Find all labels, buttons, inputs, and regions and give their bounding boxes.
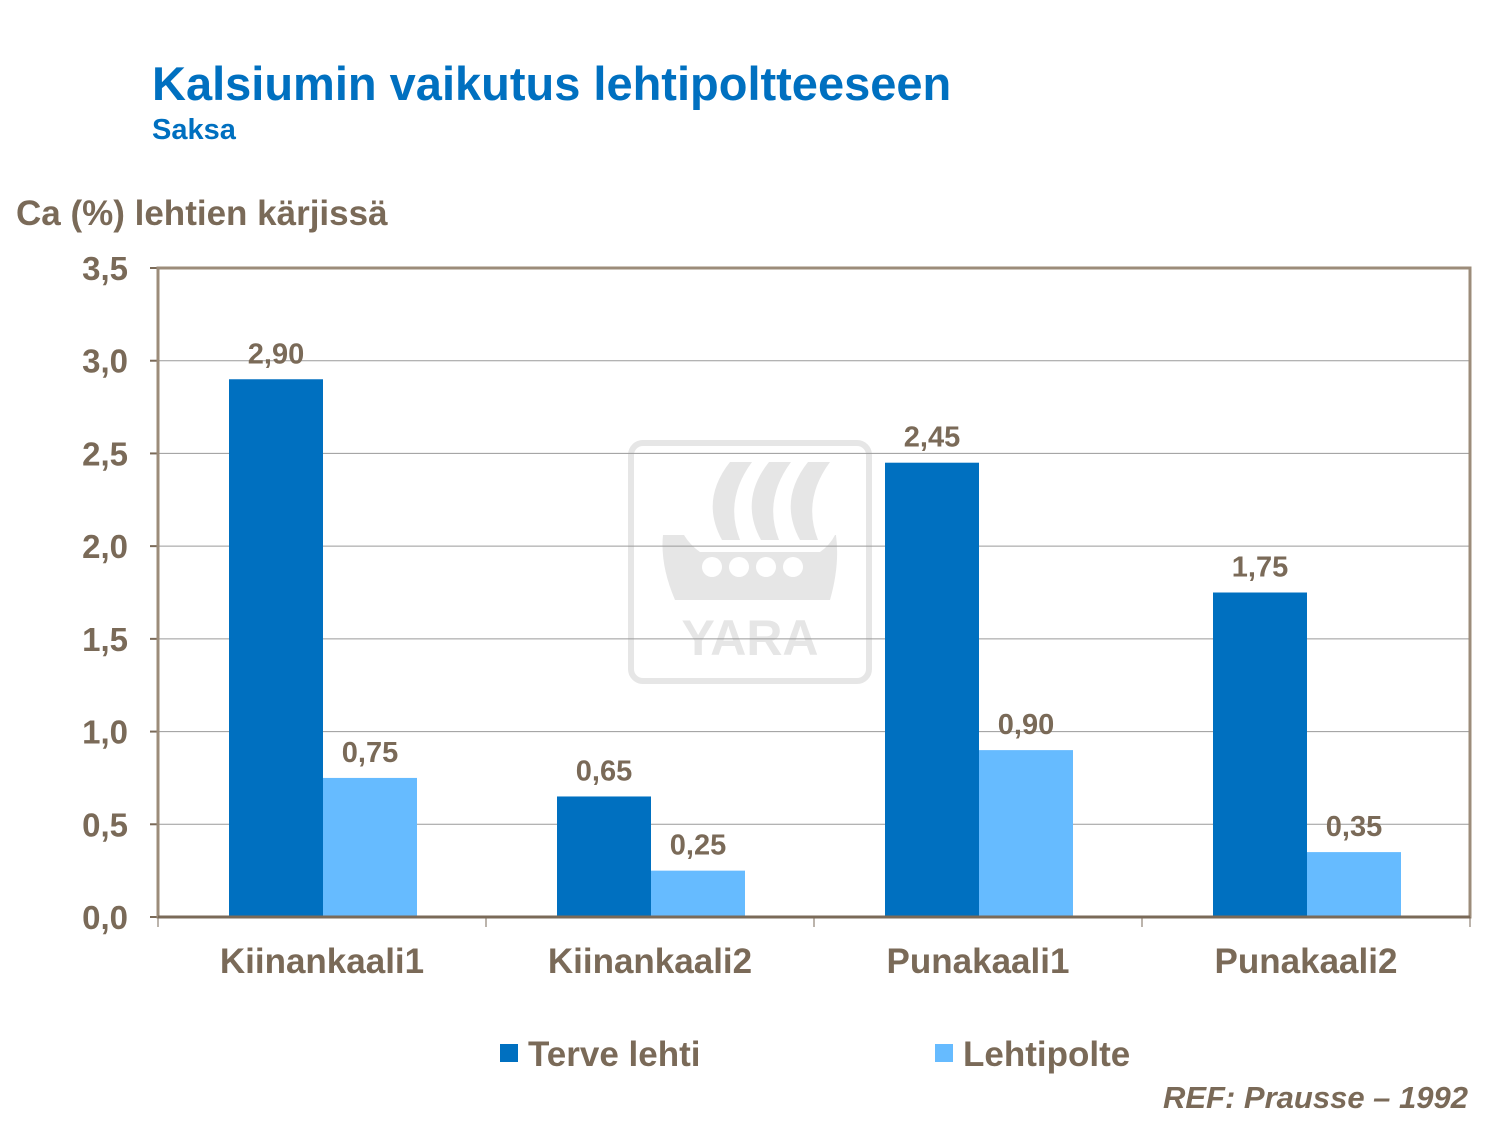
data-label: 2,90 — [248, 338, 304, 370]
bar-lehtipolte — [979, 750, 1073, 917]
legend-swatch — [500, 1044, 518, 1062]
y-tick-label: 0,0 — [82, 899, 128, 936]
bar-lehtipolte — [323, 777, 417, 917]
data-label: 0,90 — [998, 709, 1054, 741]
y-tick-label: 3,0 — [82, 343, 128, 380]
y-tick-label: 0,5 — [82, 806, 128, 843]
legend-label: Terve lehti — [528, 1035, 700, 1074]
data-label: 0,75 — [342, 737, 398, 769]
legend-swatch — [935, 1044, 953, 1062]
bar-lehtipolte — [1307, 852, 1401, 917]
x-tick-label: Kiinankaali1 — [220, 942, 424, 981]
y-tick-label: 1,0 — [82, 714, 128, 751]
data-label: 0,25 — [670, 830, 726, 862]
x-tick-label: Punakaali2 — [1215, 942, 1398, 981]
watermark-sail-icon — [790, 462, 830, 540]
watermark-shield-icon — [756, 557, 776, 577]
watermark-shield-icon — [702, 557, 722, 577]
y-tick-label: 1,5 — [82, 621, 128, 658]
watermark-sail-icon — [712, 462, 752, 540]
watermark-text: YARA — [681, 610, 818, 666]
watermark-ship-icon — [662, 535, 838, 600]
y-tick-label: 2,5 — [82, 435, 128, 472]
y-tick-label: 3,5 — [82, 250, 128, 287]
x-tick-label: Kiinankaali2 — [548, 942, 752, 981]
y-axis-label: Ca (%) lehtien kärjissä — [16, 194, 388, 233]
data-label: 0,65 — [576, 755, 632, 787]
bar-lehtipolte — [651, 870, 745, 917]
bar-terve-lehti — [1213, 592, 1307, 917]
x-tick-label: Punakaali1 — [887, 942, 1070, 981]
bar-terve-lehti — [885, 462, 979, 917]
legend-label: Lehtipolte — [963, 1035, 1130, 1074]
chart-subtitle: Saksa — [152, 114, 236, 146]
data-label: 2,45 — [904, 422, 960, 454]
bar-terve-lehti — [557, 796, 651, 917]
watermark-sail-icon — [751, 462, 791, 540]
watermark-frame — [628, 440, 872, 684]
data-label: 1,75 — [1232, 552, 1288, 584]
bar-terve-lehti — [229, 379, 323, 917]
source-reference: REF: Prausse – 1992 — [1162, 1080, 1468, 1115]
data-label: 0,35 — [1326, 811, 1382, 843]
y-tick-label: 2,0 — [82, 528, 128, 565]
watermark-shield-icon — [783, 557, 803, 577]
watermark-shield-icon — [729, 557, 749, 577]
chart-title: Kalsiumin vaikutus lehtipoltteeseen — [152, 57, 952, 110]
